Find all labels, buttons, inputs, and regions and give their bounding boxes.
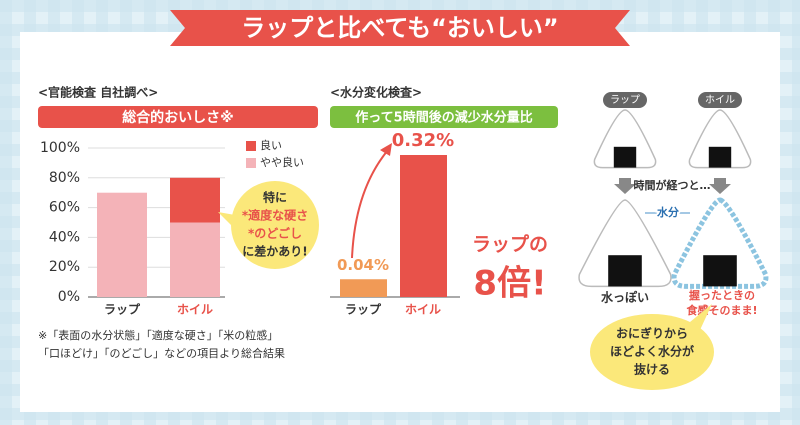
bar-segment [170, 222, 220, 297]
y-tick-label: 20% [49, 259, 80, 275]
nori [613, 146, 637, 168]
bar [340, 279, 387, 297]
value-label: 0.32% [392, 130, 454, 151]
annotation: *のどごし [248, 226, 302, 241]
label-pill [603, 92, 647, 108]
subtitle-bar [330, 106, 558, 128]
annotation-bubble [231, 181, 319, 269]
x-tick-label: ラップ [345, 302, 382, 317]
result: 握ったときの [689, 288, 755, 302]
arrow [351, 149, 389, 259]
label-pill [698, 92, 742, 108]
subtitle: 総合的おいしさ※ [122, 109, 234, 126]
y-tick-label: 0% [58, 289, 80, 305]
legend-label: やや良い [260, 155, 304, 169]
callout: ラップの [472, 233, 548, 256]
left-chart: <官能検査 自社調べ> 総合的おいしさ※ 0% 20% 40% 60% 80% 100% ラップ… [38, 85, 319, 360]
legend-swatch [246, 141, 256, 151]
callout: 8倍! [473, 264, 546, 304]
subtitle-bar [38, 106, 318, 128]
result: 食感そのまま! [686, 303, 757, 317]
step: 時間が経つと… [634, 178, 711, 192]
annotation: 特に [263, 190, 287, 205]
down-arrow [614, 178, 636, 194]
diagram-label: ラップ [610, 94, 640, 106]
annotation: *適度な硬さ [242, 208, 308, 223]
arrow-head [380, 143, 392, 156]
bubble [590, 314, 714, 390]
diagram-label: ホイル [705, 94, 735, 106]
middle-chart: <水分変化検査> 作って5時間後の減少水分量比 0.04% ラップ 0.32% ホイル ラッ… [330, 85, 558, 317]
footnote: 「口ほどけ」「のどごし」などの項目より総合結果 [38, 346, 285, 360]
y-tick-label: 80% [49, 170, 80, 186]
bubble-text: ほどよく水分が [610, 344, 694, 359]
flow: 水分 [657, 205, 679, 219]
bar-segment [170, 177, 220, 223]
value-label: 0.04% [337, 256, 389, 274]
title-ribbon [170, 10, 630, 46]
nori [703, 255, 737, 287]
title: ラップと比べても“おいしい” [241, 14, 558, 42]
x-tick-label: ホイル [405, 303, 441, 317]
bubble-tail [218, 212, 236, 230]
nori [708, 146, 732, 168]
bubble-text: 抜ける [634, 362, 670, 377]
bubble-tail [690, 304, 712, 330]
x-tick-label: ホイル [177, 303, 213, 317]
subtitle: 作って5時間後の減少水分量比 [355, 110, 532, 126]
nori [608, 255, 642, 287]
legend-swatch [246, 158, 256, 168]
y-tick-label: 60% [49, 200, 80, 216]
y-tick-label: 100% [40, 140, 80, 156]
chart-header: <水分変化検査> [330, 85, 422, 100]
bubble-text: おにぎりから [616, 326, 688, 341]
chart-header: <官能検査 自社調べ> [38, 85, 158, 100]
footnote: ※「表面の水分状態」「適度な硬さ」「米の粒感」 [38, 328, 278, 342]
bar [400, 155, 447, 297]
bar-segment [97, 192, 147, 297]
x-tick-label: ラップ [104, 302, 141, 317]
down-arrow [709, 178, 731, 194]
result: 水っぽい [601, 290, 649, 305]
legend-label: 良い [260, 138, 282, 152]
y-tick-label: 40% [49, 229, 80, 245]
annotation: に差かあり! [242, 244, 307, 259]
